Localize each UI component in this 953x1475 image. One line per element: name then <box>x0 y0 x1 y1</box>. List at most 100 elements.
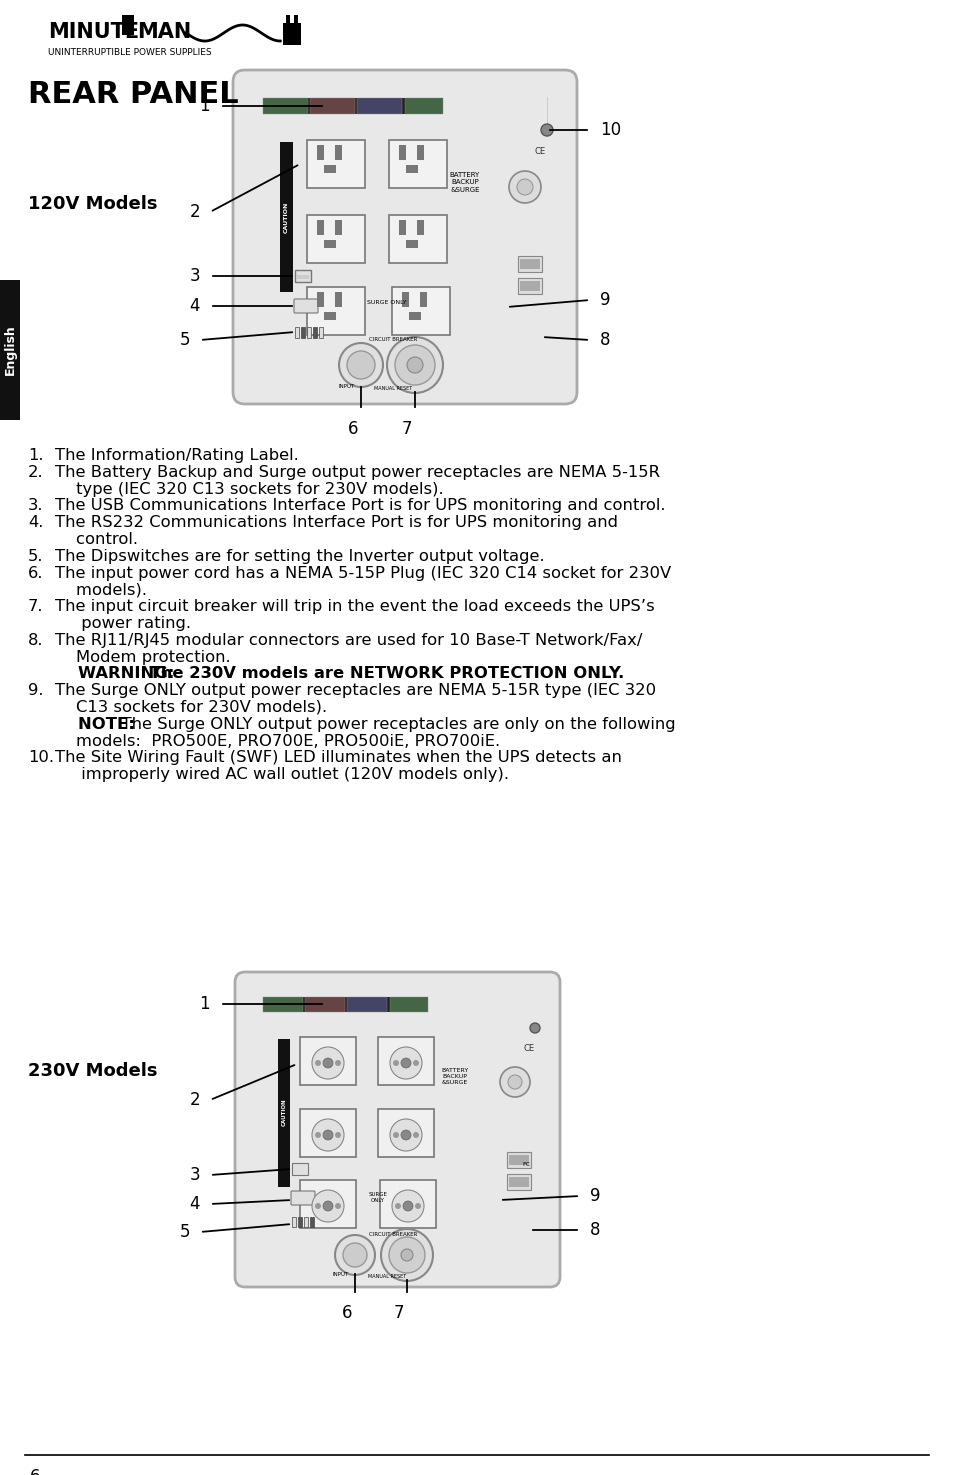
Bar <box>304 1217 308 1227</box>
Circle shape <box>387 336 442 392</box>
Circle shape <box>402 1201 413 1211</box>
Text: 4.: 4. <box>28 515 43 530</box>
Circle shape <box>499 1066 530 1097</box>
Circle shape <box>509 171 540 204</box>
Bar <box>324 313 335 320</box>
Bar <box>356 97 401 114</box>
Text: The Information/Rating Label.: The Information/Rating Label. <box>55 448 298 463</box>
Bar <box>379 1180 436 1229</box>
Text: 10: 10 <box>599 121 620 139</box>
Text: The Site Wiring Fault (SWF) LED illuminates when the UPS detects an: The Site Wiring Fault (SWF) LED illumina… <box>55 751 621 766</box>
Circle shape <box>338 344 382 386</box>
Bar <box>347 997 387 1012</box>
Text: improperly wired AC wall outlet (120V models only).: improperly wired AC wall outlet (120V mo… <box>55 767 509 782</box>
Circle shape <box>335 1061 340 1066</box>
Circle shape <box>400 1058 411 1068</box>
Bar <box>389 215 447 263</box>
Text: 10.: 10. <box>28 751 54 766</box>
Bar <box>307 288 365 335</box>
Text: Modem protection.: Modem protection. <box>55 649 231 665</box>
Circle shape <box>335 1131 340 1139</box>
Circle shape <box>122 16 133 28</box>
Bar <box>335 145 341 159</box>
Bar <box>122 15 133 35</box>
Text: MINUTE: MINUTE <box>48 22 139 41</box>
Bar <box>519 260 539 268</box>
Text: The 230V models are NETWORK PROTECTION ONLY.: The 230V models are NETWORK PROTECTION O… <box>138 667 623 681</box>
Text: WARNING:: WARNING: <box>55 667 174 681</box>
Bar <box>398 220 406 235</box>
Bar <box>401 292 409 307</box>
Text: The input circuit breaker will trip in the event the load exceeds the UPS’s: The input circuit breaker will trip in t… <box>55 599 654 614</box>
Text: 3: 3 <box>190 1167 200 1184</box>
Bar <box>307 140 365 187</box>
Text: 6: 6 <box>341 1304 352 1322</box>
Text: 9.: 9. <box>28 683 44 698</box>
Text: REAR PANEL: REAR PANEL <box>28 80 238 109</box>
Bar <box>280 142 293 292</box>
Bar <box>316 220 324 235</box>
Bar <box>389 140 447 187</box>
Bar <box>416 220 423 235</box>
Text: control.: control. <box>55 532 138 547</box>
Bar <box>305 997 345 1012</box>
Circle shape <box>395 345 435 385</box>
Text: FC: FC <box>521 1162 530 1167</box>
Bar <box>263 997 428 1012</box>
Bar <box>409 313 420 320</box>
Circle shape <box>323 1130 333 1140</box>
Bar <box>517 257 541 271</box>
Text: type (IEC 320 C13 sockets for 230V models).: type (IEC 320 C13 sockets for 230V model… <box>55 482 443 497</box>
Bar <box>519 282 539 291</box>
Circle shape <box>413 1131 418 1139</box>
Circle shape <box>312 1047 344 1080</box>
Bar <box>292 1162 308 1176</box>
Text: 1: 1 <box>199 97 210 115</box>
Circle shape <box>530 1024 539 1032</box>
Text: 6.: 6. <box>28 565 44 581</box>
Bar <box>509 1155 529 1165</box>
Circle shape <box>507 1075 521 1089</box>
Bar <box>406 165 417 173</box>
Text: 3.: 3. <box>28 499 44 513</box>
Text: 7: 7 <box>401 420 412 438</box>
Circle shape <box>390 1120 421 1151</box>
Bar <box>324 240 335 248</box>
Circle shape <box>389 1238 424 1273</box>
Text: C13 sockets for 230V models).: C13 sockets for 230V models). <box>55 701 327 715</box>
Text: 1.: 1. <box>28 448 44 463</box>
Text: 2: 2 <box>190 1092 200 1109</box>
Circle shape <box>323 1201 333 1211</box>
Text: 9: 9 <box>589 1187 599 1205</box>
Text: BATTERY
BACKUP
&SURGE: BATTERY BACKUP &SURGE <box>450 173 479 193</box>
Circle shape <box>393 1131 398 1139</box>
Bar <box>398 145 406 159</box>
Bar <box>506 1152 531 1168</box>
Bar <box>263 97 308 114</box>
Bar <box>263 997 303 1012</box>
Text: 4: 4 <box>190 1195 200 1212</box>
Text: 6: 6 <box>348 420 358 438</box>
Bar <box>509 1177 529 1187</box>
Text: CIRCUIT BREAKER: CIRCUIT BREAKER <box>369 336 416 342</box>
Circle shape <box>335 1235 375 1274</box>
Bar <box>286 15 290 24</box>
Text: 7: 7 <box>394 1304 404 1322</box>
Bar <box>294 327 298 338</box>
Bar <box>406 240 417 248</box>
Bar <box>405 97 442 114</box>
FancyBboxPatch shape <box>294 299 317 313</box>
Text: 8: 8 <box>589 1221 599 1239</box>
Text: 5.: 5. <box>28 549 44 563</box>
Text: 8: 8 <box>599 330 610 350</box>
Bar <box>307 215 365 263</box>
Text: CAUTION: CAUTION <box>284 201 289 233</box>
Circle shape <box>407 357 422 373</box>
Text: 3: 3 <box>190 267 200 285</box>
Text: 120V Models: 120V Models <box>28 195 157 212</box>
Text: The Dipswitches are for setting the Inverter output voltage.: The Dipswitches are for setting the Inve… <box>55 549 544 563</box>
Bar <box>335 220 341 235</box>
Text: CE: CE <box>534 148 545 156</box>
Circle shape <box>392 1190 423 1221</box>
Bar <box>419 292 427 307</box>
